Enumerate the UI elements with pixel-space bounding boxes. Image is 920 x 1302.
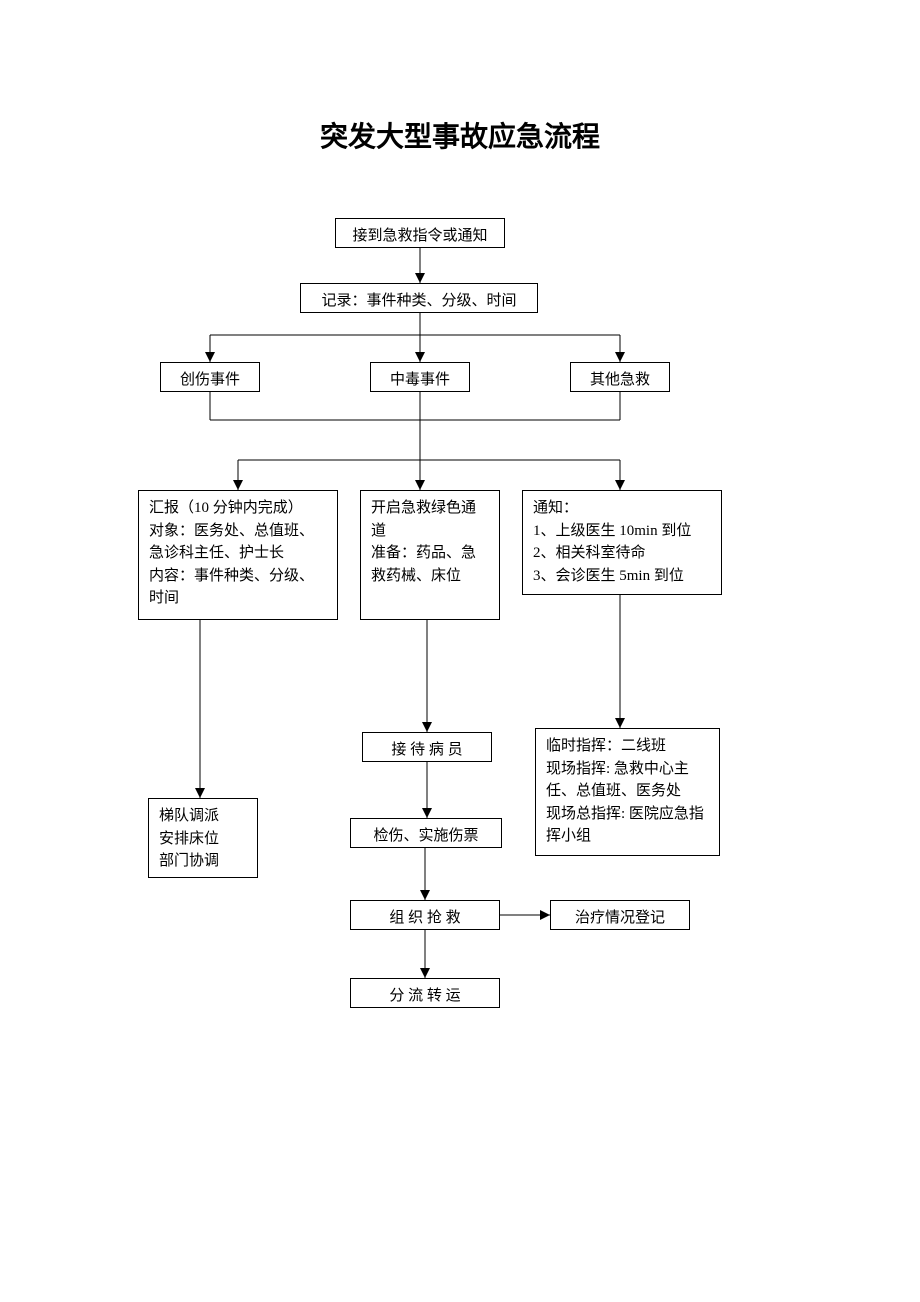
flowchart-node-n2: 记录：事件种类、分级、时间 (300, 283, 538, 313)
flowchart-node-n14: 治疗情况登记 (550, 900, 690, 930)
flowchart-node-n3: 创伤事件 (160, 362, 260, 392)
flowchart-node-n12: 检伤、实施伤票 (350, 818, 502, 848)
flowchart-node-n4: 中毒事件 (370, 362, 470, 392)
flowchart-node-n11: 临时指挥：二线班 现场指挥: 急救中心主任、总值班、医务处 现场总指挥: 医院应… (535, 728, 720, 856)
flowchart-node-n15: 分 流 转 运 (350, 978, 500, 1008)
flowchart-node-n5: 其他急救 (570, 362, 670, 392)
flowchart-node-n9: 接 待 病 员 (362, 732, 492, 762)
flowchart-node-n13: 组 织 抢 救 (350, 900, 500, 930)
flowchart-node-n10: 梯队调派 安排床位 部门协调 (148, 798, 258, 878)
flowchart-node-n1: 接到急救指令或通知 (335, 218, 505, 248)
flowchart-node-n6: 汇报（10 分钟内完成） 对象：医务处、总值班、急诊科主任、护士长 内容：事件种… (138, 490, 338, 620)
flowchart-edges (0, 0, 920, 1302)
flowchart-node-n7: 开启急救绿色通道 准备：药品、急救药械、床位 (360, 490, 500, 620)
page-title: 突发大型事故应急流程 (0, 115, 920, 155)
flowchart-node-n8: 通知： 1、上级医生 10min 到位 2、相关科室待命 3、会诊医生 5min… (522, 490, 722, 595)
